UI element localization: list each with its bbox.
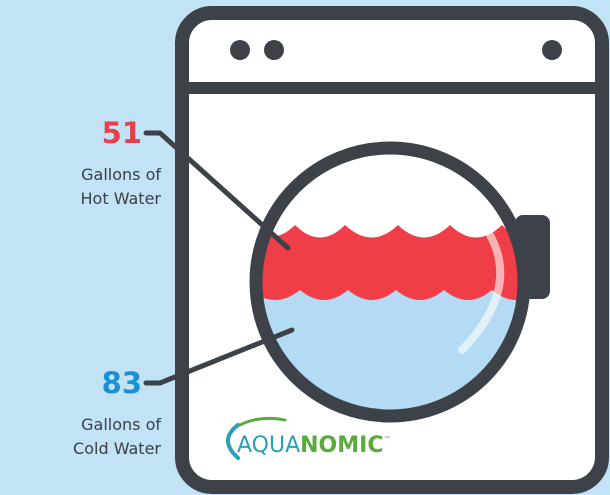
logo: AQUANOMIC™ [237, 433, 391, 458]
washer-button [264, 40, 284, 60]
washer-button [542, 40, 562, 60]
logo-part: AQUA [237, 433, 300, 458]
cold-caption: Cold Water [73, 439, 161, 458]
logo-trademark: ™ [383, 435, 391, 444]
washer-button [230, 40, 250, 60]
hot-caption: Gallons of [81, 165, 161, 184]
cold-number: 83 [102, 366, 142, 400]
infographic: 51 Gallons of Hot Water 83 Gallons of Co… [0, 0, 610, 495]
cold-caption: Gallons of [81, 415, 161, 434]
hot-caption: Hot Water [81, 189, 162, 208]
hot-number: 51 [102, 116, 142, 150]
logo-part: NOMIC [300, 433, 383, 458]
